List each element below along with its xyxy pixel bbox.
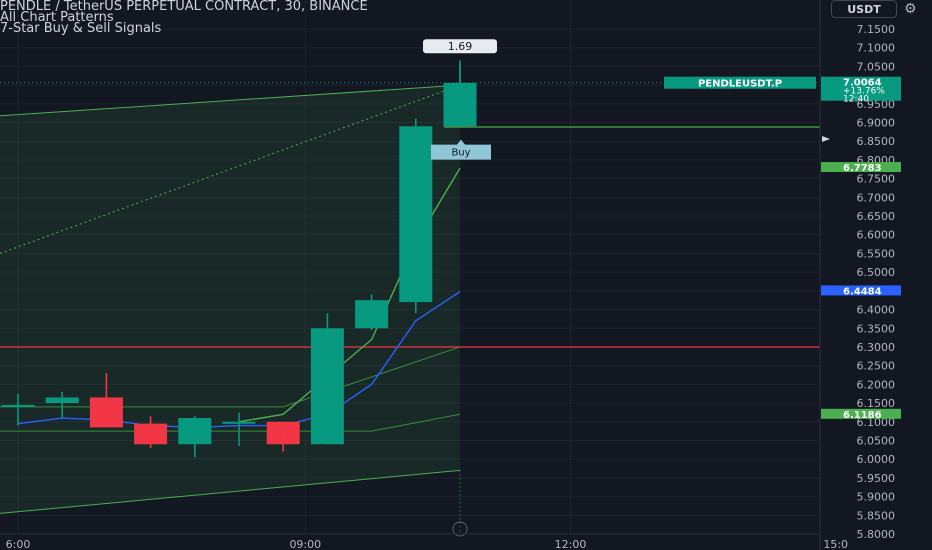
y-tick-label: 6.2000	[857, 378, 896, 391]
top-label-text: 1.69	[448, 40, 473, 53]
y-tick-label: 6.3000	[857, 341, 896, 354]
y-tick-label: 6.6000	[857, 229, 896, 242]
price-tag-box	[821, 76, 901, 101]
symbol-tag-box	[664, 76, 816, 89]
price-tag-text: 6.1186	[843, 410, 882, 421]
candle-body	[1, 404, 35, 407]
candle-body	[89, 397, 123, 428]
gear-icon[interactable]: ⚙	[904, 1, 917, 17]
y-tick-label: 7.1500	[857, 23, 896, 36]
price-tag-text: 6.4484	[843, 286, 882, 297]
candle-body	[310, 328, 344, 445]
x-tick-label: 6:00	[6, 538, 31, 550]
symbol-tag-text: PENDLEUSDT.P	[698, 79, 782, 90]
y-tick-label: 6.7500	[857, 173, 896, 186]
y-tick-label: 6.0500	[857, 434, 896, 447]
y-tick-label: 5.9000	[857, 491, 896, 504]
y-tick-label: 6.6500	[857, 210, 896, 223]
y-tick-label: 5.9500	[857, 472, 896, 485]
y-tick-label: 6.1500	[857, 397, 896, 410]
candle-body	[178, 418, 212, 445]
y-tick-label: 6.9000	[857, 117, 896, 130]
price-tag-text: 6.7783	[843, 163, 882, 174]
candle-body	[266, 421, 300, 445]
pattern-fill	[0, 85, 460, 514]
x-tick-label: 15:0	[823, 538, 848, 550]
arrow-icon	[822, 136, 830, 142]
y-tick-label: 7.0500	[857, 60, 896, 73]
price-tag-box	[821, 408, 901, 419]
buy-label-box	[431, 139, 491, 160]
currency-selector[interactable]: USDT	[831, 0, 897, 18]
top-label-box	[423, 39, 497, 54]
buy-label-text: Buy	[451, 148, 470, 159]
y-tick-label: 7.1000	[857, 42, 896, 55]
price-tag-subtext: 12:40	[843, 95, 869, 105]
y-tick-label: 6.5000	[857, 266, 896, 279]
pattern-lower-line	[0, 469, 461, 514]
x-tick-label: 09:00	[289, 538, 321, 550]
y-tick-label: 6.0000	[857, 453, 896, 466]
x-tick-label: 12:00	[555, 538, 587, 550]
candle-body	[355, 300, 389, 329]
y-tick-label: 6.2500	[857, 360, 896, 373]
chart-title: PENDLE / TetherUS PERPETUAL CONTRACT, 30…	[0, 0, 368, 14]
pattern-upper-line	[0, 84, 461, 117]
candle-body	[134, 423, 168, 445]
lightning-icon	[452, 521, 468, 537]
y-tick-label: 6.5500	[857, 247, 896, 260]
price-tag-text: 7.0064	[843, 78, 882, 89]
y-tick-label: 6.8500	[857, 135, 896, 148]
indicator-all-chart-patterns[interactable]: All Chart Patterns	[0, 10, 114, 25]
y-tick-label: 5.8000	[857, 528, 896, 541]
price-tag-subtext: +13.76%	[843, 87, 885, 97]
inner-lower-line	[0, 413, 461, 432]
indicator-7-star-signals[interactable]: 7-Star Buy & Sell Signals	[0, 21, 162, 36]
y-tick-label: 6.9500	[857, 98, 896, 111]
candle-body	[45, 397, 79, 404]
candle-body	[443, 82, 477, 127]
y-tick-label: 6.4000	[857, 304, 896, 317]
y-tick-label: 6.1000	[857, 416, 896, 429]
y-tick-label: 6.3500	[857, 322, 896, 335]
y-tick-label: 5.8500	[857, 509, 896, 522]
y-tick-label: 6.7000	[857, 191, 896, 204]
candle-body	[222, 421, 256, 424]
candle-body	[399, 126, 433, 303]
price-tag-box	[821, 162, 901, 173]
price-tag-box	[821, 285, 901, 296]
pattern-dotted-line	[0, 84, 461, 254]
